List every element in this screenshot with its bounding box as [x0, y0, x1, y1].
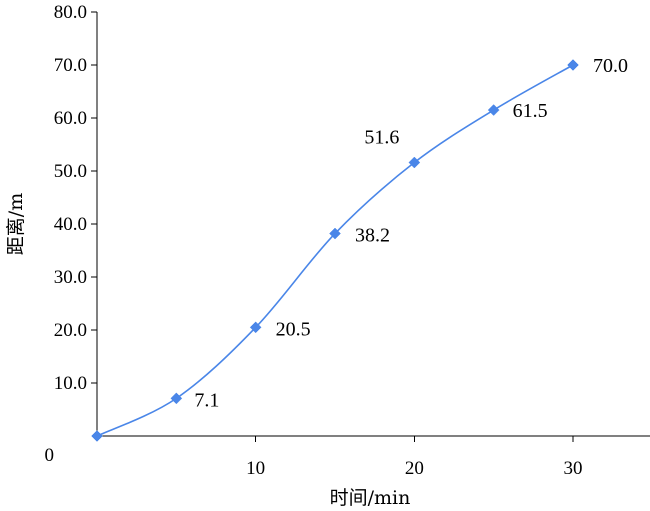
- data-label: 20.5: [276, 318, 311, 340]
- series-line: [96, 64, 574, 437]
- y-tick-label: 0: [45, 445, 55, 466]
- data-point-marker: [567, 59, 579, 71]
- data-point-marker: [329, 227, 341, 240]
- y-tick-label: 10.0: [54, 373, 87, 394]
- y-tick-label: 20.0: [54, 320, 87, 341]
- data-point-marker: [249, 321, 262, 334]
- y-axis-ticks: 0 10.0 20.0 30.0 40.0 50.0 60.0 70.0 80.0: [45, 2, 97, 466]
- data-label: 51.6: [364, 127, 399, 149]
- x-tick-label: 20: [405, 458, 424, 479]
- data-point-marker: [91, 430, 103, 442]
- y-tick-label: 70.0: [54, 55, 87, 76]
- y-tick-label: 80.0: [54, 2, 87, 23]
- data-point-marker: [408, 156, 421, 169]
- y-tick-label: 60.0: [54, 108, 87, 129]
- data-labels: 7.1 20.5 38.2 51.6 61.5 70.0: [194, 55, 628, 411]
- data-label: 61.5: [513, 100, 548, 122]
- data-point-marker: [487, 104, 500, 116]
- data-label: 70.0: [593, 55, 628, 77]
- y-tick-label: 40.0: [54, 214, 87, 235]
- series: [91, 59, 579, 442]
- data-point-marker: [170, 392, 183, 405]
- y-tick-label: 30.0: [54, 267, 87, 288]
- y-axis-title: 距离/m: [5, 193, 27, 255]
- x-axis-ticks: 10 20 30: [246, 436, 583, 479]
- x-tick-label: 30: [564, 458, 583, 479]
- x-axis-title: 时间/min: [330, 487, 411, 509]
- data-label: 7.1: [194, 389, 219, 411]
- data-label: 38.2: [355, 225, 390, 247]
- x-tick-label: 10: [246, 458, 265, 479]
- y-tick-label: 50.0: [54, 161, 87, 182]
